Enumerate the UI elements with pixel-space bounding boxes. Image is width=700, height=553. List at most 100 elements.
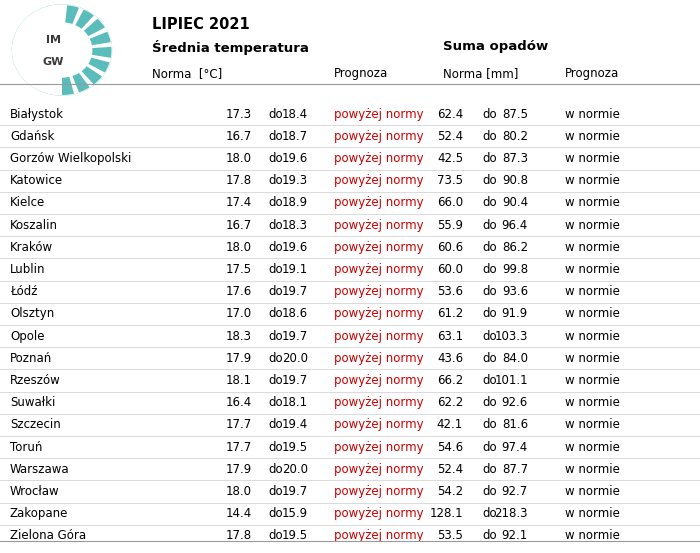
- Text: 73.5: 73.5: [437, 174, 463, 187]
- Text: powyżej normy: powyżej normy: [334, 529, 424, 542]
- Text: Koszalin: Koszalin: [10, 218, 58, 232]
- Text: 17.9: 17.9: [225, 463, 252, 476]
- Text: w normie: w normie: [565, 108, 620, 121]
- Text: w normie: w normie: [565, 374, 620, 387]
- Wedge shape: [62, 32, 111, 50]
- Circle shape: [13, 5, 111, 95]
- Text: 90.4: 90.4: [502, 196, 528, 210]
- Text: 87.7: 87.7: [502, 463, 528, 476]
- Text: do: do: [483, 152, 497, 165]
- Text: 62.2: 62.2: [437, 396, 463, 409]
- Text: w normie: w normie: [565, 419, 620, 431]
- Text: Katowice: Katowice: [10, 174, 63, 187]
- Text: powyżej normy: powyżej normy: [334, 152, 424, 165]
- Text: 18.1: 18.1: [226, 374, 252, 387]
- Text: Zakopane: Zakopane: [10, 507, 69, 520]
- Text: do: do: [483, 507, 497, 520]
- Text: 19.6: 19.6: [281, 241, 308, 254]
- Text: do: do: [483, 419, 497, 431]
- Text: powyżej normy: powyżej normy: [334, 174, 424, 187]
- Wedge shape: [62, 50, 74, 95]
- Text: 97.4: 97.4: [502, 441, 528, 453]
- Text: 18.7: 18.7: [282, 130, 308, 143]
- Text: 16.7: 16.7: [225, 218, 252, 232]
- Text: 19.7: 19.7: [281, 330, 308, 343]
- Text: 92.6: 92.6: [502, 396, 528, 409]
- Text: do: do: [269, 196, 284, 210]
- Text: 81.6: 81.6: [502, 419, 528, 431]
- Text: 17.7: 17.7: [225, 441, 252, 453]
- Text: do: do: [483, 130, 497, 143]
- Text: do: do: [483, 463, 497, 476]
- Text: Suwałki: Suwałki: [10, 396, 55, 409]
- Text: 54.6: 54.6: [437, 441, 463, 453]
- Text: 86.2: 86.2: [502, 241, 528, 254]
- Text: powyżej normy: powyżej normy: [334, 485, 424, 498]
- Text: w normie: w normie: [565, 330, 620, 343]
- Text: w normie: w normie: [565, 196, 620, 210]
- Text: 53.5: 53.5: [437, 529, 463, 542]
- Text: do: do: [483, 529, 497, 542]
- Text: 92.7: 92.7: [502, 485, 528, 498]
- Text: 14.4: 14.4: [225, 507, 252, 520]
- Text: do: do: [269, 108, 284, 121]
- Text: powyżej normy: powyżej normy: [334, 196, 424, 210]
- Text: 66.0: 66.0: [437, 196, 463, 210]
- Text: 84.0: 84.0: [502, 352, 528, 365]
- Text: 18.0: 18.0: [226, 241, 252, 254]
- Text: 19.7: 19.7: [281, 485, 308, 498]
- Text: do: do: [483, 263, 497, 276]
- Text: Gorzów Wielkopolski: Gorzów Wielkopolski: [10, 152, 132, 165]
- Text: do: do: [483, 330, 497, 343]
- Text: w normie: w normie: [565, 352, 620, 365]
- Text: 96.4: 96.4: [502, 218, 528, 232]
- Text: 17.9: 17.9: [225, 352, 252, 365]
- Text: 19.1: 19.1: [281, 263, 308, 276]
- Text: w normie: w normie: [565, 218, 620, 232]
- Text: 19.7: 19.7: [281, 374, 308, 387]
- Text: 54.2: 54.2: [437, 485, 463, 498]
- Text: do: do: [269, 174, 284, 187]
- Wedge shape: [62, 50, 90, 92]
- Wedge shape: [62, 50, 102, 85]
- Text: 17.3: 17.3: [226, 108, 252, 121]
- Text: powyżej normy: powyżej normy: [334, 396, 424, 409]
- Text: 18.4: 18.4: [282, 108, 308, 121]
- Text: 52.4: 52.4: [437, 463, 463, 476]
- Text: 43.6: 43.6: [437, 352, 463, 365]
- Text: 87.3: 87.3: [502, 152, 528, 165]
- Text: do: do: [483, 307, 497, 320]
- Text: w normie: w normie: [565, 396, 620, 409]
- Text: 218.3: 218.3: [494, 507, 528, 520]
- Text: do: do: [269, 330, 284, 343]
- Text: w normie: w normie: [565, 285, 620, 298]
- Text: powyżej normy: powyżej normy: [334, 285, 424, 298]
- Text: 128.1: 128.1: [429, 507, 463, 520]
- Text: 62.4: 62.4: [437, 108, 463, 121]
- Text: w normie: w normie: [565, 152, 620, 165]
- Text: 19.5: 19.5: [282, 529, 308, 542]
- Text: do: do: [269, 285, 284, 298]
- Text: Poznań: Poznań: [10, 352, 52, 365]
- Text: w normie: w normie: [565, 441, 620, 453]
- Text: powyżej normy: powyżej normy: [334, 419, 424, 431]
- Text: w normie: w normie: [565, 130, 620, 143]
- Text: do: do: [269, 374, 284, 387]
- Text: powyżej normy: powyżej normy: [334, 441, 424, 453]
- Text: Lublin: Lublin: [10, 263, 46, 276]
- Text: 18.9: 18.9: [282, 196, 308, 210]
- Text: 15.9: 15.9: [282, 507, 308, 520]
- Text: Norma  [°C]: Norma [°C]: [152, 67, 223, 80]
- Text: 60.6: 60.6: [437, 241, 463, 254]
- Text: do: do: [483, 396, 497, 409]
- Text: Łódź: Łódź: [10, 285, 38, 298]
- Text: do: do: [269, 307, 284, 320]
- Text: w normie: w normie: [565, 307, 620, 320]
- Text: powyżej normy: powyżej normy: [334, 130, 424, 143]
- Text: 42.5: 42.5: [437, 152, 463, 165]
- Text: do: do: [269, 130, 284, 143]
- Wedge shape: [62, 50, 110, 72]
- Text: w normie: w normie: [565, 529, 620, 542]
- Text: do: do: [269, 529, 284, 542]
- Text: 19.6: 19.6: [281, 152, 308, 165]
